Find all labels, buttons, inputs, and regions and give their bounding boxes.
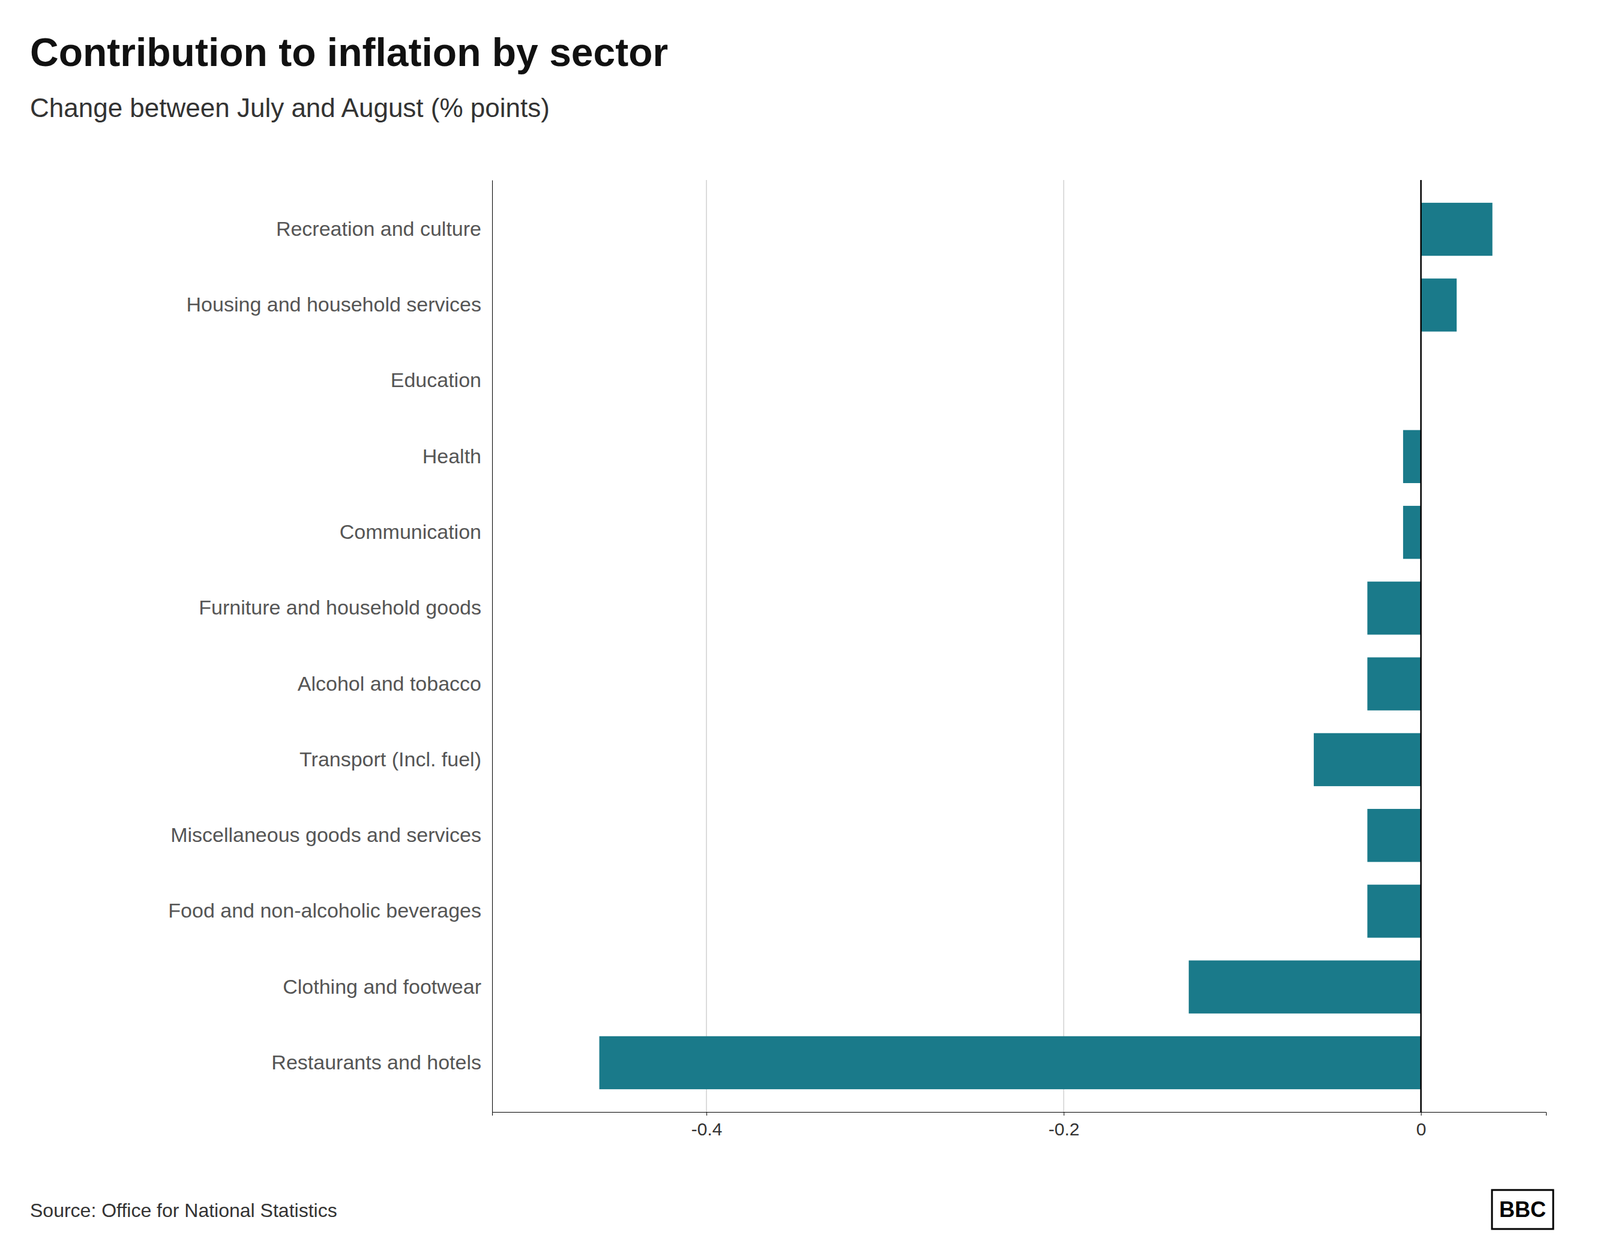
y-tick: Housing and household services	[186, 292, 493, 316]
bars	[599, 202, 1493, 1090]
x-tick-label: -0.2	[1048, 1119, 1080, 1140]
y-tick: Communication	[339, 520, 493, 544]
y-tick-label: Health	[422, 444, 482, 468]
y-tick: Miscellaneous goods and services	[170, 823, 493, 847]
grid	[706, 180, 1422, 1113]
y-tick-label: Alcohol and tobacco	[297, 672, 482, 695]
bar	[1188, 960, 1422, 1014]
y-tick-label: Housing and household services	[186, 292, 482, 316]
bar	[1313, 733, 1422, 787]
bar	[1403, 505, 1422, 559]
title: Contribution to inflation by sector	[30, 30, 668, 75]
x-tick-label: 0	[1416, 1119, 1427, 1140]
chart: -0.4 -0.2 0 Recreation and culture Housing a…	[0, 0, 1600, 1250]
y-tick: Recreation and culture	[276, 217, 493, 241]
y-tick: Education	[390, 368, 493, 392]
bar	[1421, 278, 1458, 332]
background	[0, 0, 1600, 1250]
x-tick-mark	[1421, 1112, 1422, 1116]
subtitle: Change between July and August (% points…	[30, 93, 550, 123]
y-tick-label: Miscellaneous goods and services	[170, 823, 482, 847]
y-tick: Restaurants and hotels	[271, 1050, 493, 1074]
y-tick: Food and non-alcoholic beverages	[168, 899, 493, 922]
x-tick: -0.4	[691, 1112, 723, 1140]
bar	[599, 1036, 1422, 1090]
y-tick: Clothing and footwear	[282, 975, 493, 999]
logo: BBC	[1491, 1190, 1554, 1230]
y-axis-line	[492, 180, 493, 1113]
y-tick-label: Restaurants and hotels	[271, 1050, 482, 1074]
baseline	[1419, 180, 1422, 1113]
grid-line	[1420, 180, 1422, 1113]
bar	[1421, 202, 1493, 256]
y-tick: Alcohol and tobacco	[297, 672, 493, 695]
source: Source: Office for National Statistics	[30, 1199, 338, 1222]
y-tick-label: Clothing and footwear	[282, 975, 482, 999]
grid-line	[705, 180, 707, 1113]
bar	[1367, 581, 1421, 635]
bar	[1403, 430, 1422, 484]
y-tick: Furniture and household goods	[198, 595, 493, 619]
y-tick-label: Transport (Incl. fuel)	[299, 747, 482, 771]
x-tick-mark	[1063, 1112, 1065, 1116]
grid-line	[1063, 180, 1065, 1113]
y-tick: Transport (Incl. fuel)	[299, 747, 493, 771]
y-tick-label: Recreation and culture	[276, 217, 482, 241]
y-tick-label: Education	[390, 368, 482, 392]
y-tick: Health	[422, 444, 493, 468]
y-axis: Recreation and culture Housing and househ…	[168, 180, 493, 1113]
logo-text: BBC	[1499, 1197, 1546, 1222]
x-axis-line	[492, 1112, 1547, 1117]
bar	[1367, 809, 1421, 862]
x-axis: -0.4 -0.2 0	[492, 1112, 1547, 1140]
x-tick: 0	[1416, 1112, 1427, 1140]
y-tick-label: Food and non-alcoholic beverages	[168, 899, 482, 922]
x-tick-label: -0.4	[691, 1119, 723, 1140]
y-tick-label: Furniture and household goods	[198, 595, 482, 619]
x-tick-mark	[706, 1112, 707, 1116]
bar	[1367, 657, 1421, 710]
bar	[1367, 884, 1421, 938]
logo-box	[1491, 1190, 1554, 1230]
x-tick: -0.2	[1048, 1112, 1080, 1140]
y-tick-label: Communication	[339, 520, 482, 544]
